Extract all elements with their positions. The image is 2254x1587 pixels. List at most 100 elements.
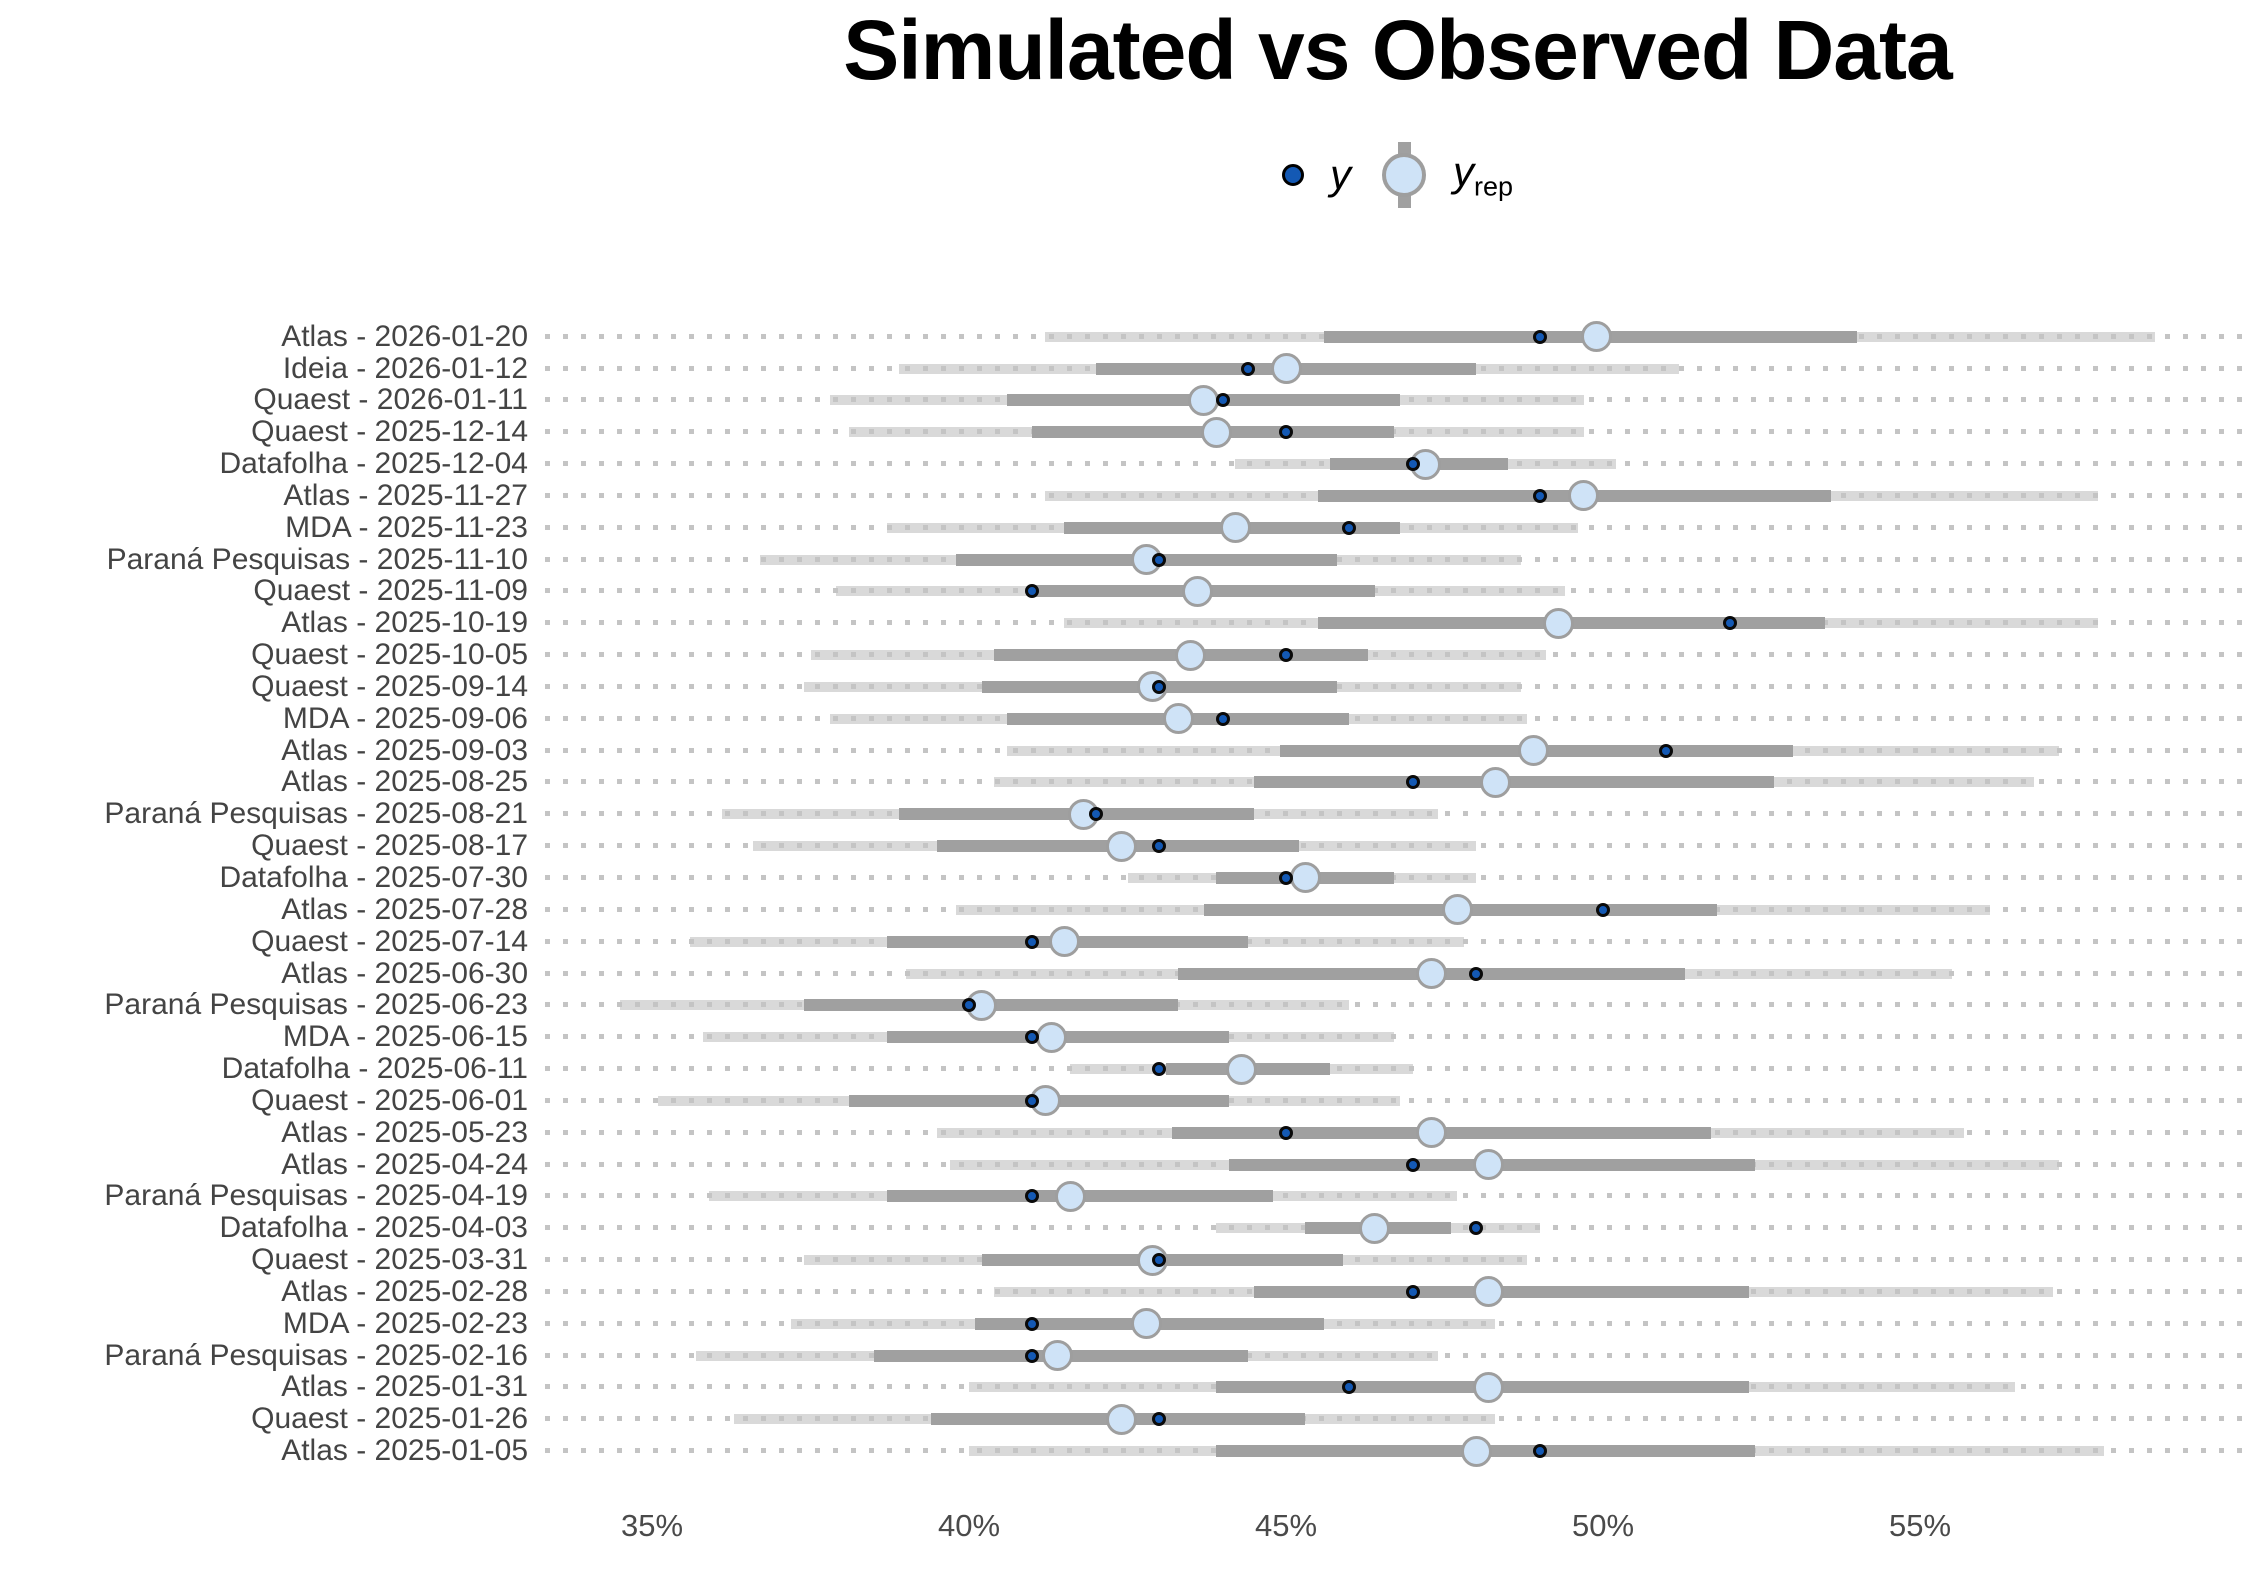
y-point <box>1532 488 1547 503</box>
row-gridline <box>545 683 2250 689</box>
row-label: Datafolha - 2025-06-11 <box>221 1052 528 1086</box>
row-gridline <box>545 429 2250 435</box>
y-point <box>1279 1125 1293 1140</box>
yrep-point <box>1048 926 1080 958</box>
y-point <box>1025 1316 1040 1331</box>
y-point <box>1025 1030 1040 1045</box>
y-point <box>1469 966 1484 981</box>
yrep-point <box>1581 321 1613 353</box>
x-tick-label: 45% <box>1254 1508 1318 1543</box>
yrep-point <box>1035 1021 1067 1053</box>
yrep-interval-icon <box>1381 142 1427 208</box>
row-label: Atlas - 2025-09-03 <box>281 733 528 767</box>
yrep-point <box>1473 1276 1505 1308</box>
row-gridline <box>545 715 2250 721</box>
row-gridline <box>545 1002 2250 1008</box>
row-label: Atlas - 2025-11-27 <box>283 478 528 512</box>
row-gridline <box>545 938 2250 944</box>
row-label: Quaest - 2026-01-11 <box>253 383 528 417</box>
y-point <box>1469 1221 1484 1236</box>
row-label: Quaest - 2025-11-09 <box>253 574 528 608</box>
legend-y-label: y <box>1329 151 1351 198</box>
yrep-point <box>1289 862 1321 894</box>
row-label: MDA - 2025-09-06 <box>282 701 528 735</box>
legend-item-yrep: yrep <box>1381 142 1513 208</box>
row-label: Datafolha - 2025-04-03 <box>219 1211 528 1245</box>
row-gridline <box>545 811 2250 817</box>
row-label: Atlas - 2025-01-31 <box>281 1370 528 1404</box>
y-point <box>1279 425 1293 440</box>
y-point <box>1240 361 1255 376</box>
chart-title: Simulated vs Observed Data <box>843 3 1952 97</box>
yrep-point <box>1479 766 1511 798</box>
yrep-point <box>1105 1403 1137 1435</box>
row-label: Quaest - 2025-12-14 <box>251 415 528 449</box>
y-point <box>1532 329 1547 344</box>
y-point <box>1025 1093 1040 1108</box>
y-point <box>962 998 976 1013</box>
row-label: MDA - 2025-11-23 <box>285 510 528 544</box>
y-point <box>1342 520 1357 535</box>
row-gridline <box>545 588 2250 594</box>
yrep-point <box>1219 512 1251 544</box>
row-gridline <box>545 843 2250 849</box>
yrep-median-icon <box>1381 153 1426 197</box>
row-gridline <box>545 1097 2250 1103</box>
yrep-point <box>1175 639 1207 671</box>
row-label: Atlas - 2025-06-30 <box>281 956 528 990</box>
y-point <box>1405 457 1420 472</box>
x-tick-label: 50% <box>1571 1508 1635 1543</box>
row-label: Quaest - 2025-03-31 <box>251 1243 528 1277</box>
y-point <box>1722 616 1737 631</box>
y-point-icon <box>1281 164 1304 186</box>
y-point <box>1532 1444 1547 1459</box>
yrep-point <box>1473 1149 1505 1181</box>
row-label: Paraná Pesquisas - 2025-11-10 <box>106 542 528 576</box>
row-label: Atlas - 2026-01-20 <box>281 319 528 353</box>
row-label: Atlas - 2025-07-28 <box>281 892 528 926</box>
row-gridline <box>545 1320 2250 1326</box>
yrep-point <box>1473 1371 1505 1403</box>
row-label: Datafolha - 2025-12-04 <box>219 447 528 481</box>
yrep-point <box>1162 703 1194 735</box>
y-point <box>1152 839 1167 854</box>
row-label: Quaest - 2025-09-14 <box>251 669 528 703</box>
y-point <box>1405 775 1420 790</box>
row-label: Quaest - 2025-08-17 <box>251 829 528 863</box>
yrep-point <box>1105 830 1137 862</box>
row-gridline <box>545 652 2250 658</box>
row-label: Ideia - 2026-01-12 <box>282 351 528 385</box>
yrep-point <box>1054 1180 1086 1212</box>
y-point <box>1152 1412 1167 1427</box>
yrep-point <box>1181 575 1213 607</box>
y-point <box>1088 807 1103 822</box>
row-gridline <box>545 1066 2250 1072</box>
row-label: Atlas - 2025-05-23 <box>281 1115 528 1149</box>
row-label: Atlas - 2025-08-25 <box>281 765 528 799</box>
y-point <box>1025 584 1040 599</box>
yrep-point <box>1042 1340 1074 1372</box>
row-gridline <box>545 1034 2250 1040</box>
row-gridline <box>545 556 2250 562</box>
row-label: Quaest - 2025-10-05 <box>251 638 528 672</box>
legend: y yrep <box>545 140 2250 210</box>
inner-interval <box>1254 776 1775 789</box>
row-label: Datafolha - 2025-07-30 <box>219 860 528 894</box>
y-point <box>1596 902 1610 917</box>
row-gridline <box>545 874 2250 880</box>
row-label: Paraná Pesquisas - 2025-06-23 <box>104 988 528 1022</box>
row-label: Atlas - 2025-01-05 <box>281 1434 528 1468</box>
row-label: Atlas - 2025-02-28 <box>281 1274 528 1308</box>
y-point <box>1405 1284 1420 1299</box>
row-label: MDA - 2025-02-23 <box>282 1306 528 1340</box>
row-gridline <box>545 1416 2250 1422</box>
row-label: Atlas - 2025-04-24 <box>281 1147 528 1181</box>
row-gridline <box>545 1257 2250 1263</box>
yrep-point <box>1131 1308 1163 1340</box>
x-tick-label: 35% <box>620 1508 684 1543</box>
x-tick-label: 40% <box>937 1508 1001 1543</box>
row-gridline <box>545 1193 2250 1199</box>
yrep-point <box>1460 1435 1492 1467</box>
y-point <box>1279 648 1293 663</box>
